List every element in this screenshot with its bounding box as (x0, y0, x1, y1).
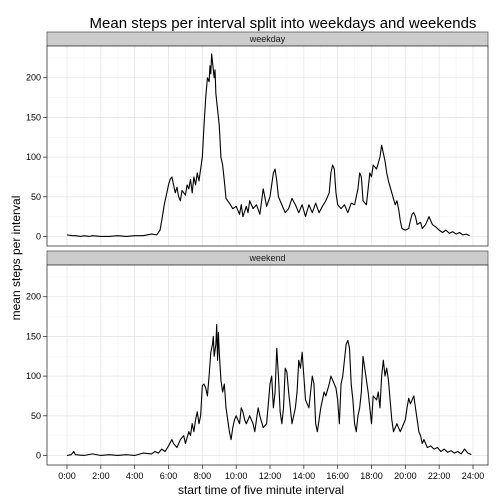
plot-area-weekday (47, 46, 488, 246)
x-tick-label: 24:00 (462, 471, 485, 481)
facet-label-weekday: weekday (249, 34, 286, 44)
x-tick-label: 2:00 (92, 471, 110, 481)
x-tick-label: 10:00 (225, 471, 248, 481)
x-tick-label: 12:00 (259, 471, 282, 481)
x-tick-label: 18:00 (360, 471, 383, 481)
grid-weekend (47, 265, 488, 465)
y-tick-label: 50 (31, 411, 41, 421)
y-tick-label: 100 (26, 371, 41, 381)
y-axis-weekend: 0 50 100 150 200 (26, 292, 47, 460)
x-tick-label: 16:00 (326, 471, 349, 481)
x-tick-label: 20:00 (394, 471, 417, 481)
panel-border-weekday (46, 45, 489, 247)
panel-weekday: weekday 0 50 100 150 200 (26, 31, 489, 247)
y-tick-label: 200 (26, 292, 41, 302)
y-tick-label: 150 (26, 112, 41, 122)
y-tick-label: 150 (26, 331, 41, 341)
y-tick-label: 0 (36, 450, 41, 460)
panel-weekend: weekend 0 50 100 150 200 (26, 250, 489, 466)
y-tick-label: 0 (36, 231, 41, 241)
x-tick-label: 8:00 (194, 471, 212, 481)
x-axis: 0:00 2:00 4:00 6:00 8:00 10:00 12:00 14:00 16:00… (58, 465, 484, 481)
grid-weekday (47, 46, 488, 246)
panels: weekday 0 50 100 150 200 weekend 0 50 100 150 200 (26, 31, 489, 466)
y-axis-title: mean steps per interval (9, 196, 23, 321)
chart-title: Mean steps per interval split into weekd… (90, 15, 477, 32)
x-axis-title: start time of five minute interval (178, 483, 344, 497)
x-tick-label: 4:00 (126, 471, 144, 481)
y-tick-label: 50 (31, 192, 41, 202)
facet-label-weekend: weekend (248, 253, 285, 263)
y-axis-weekday: 0 50 100 150 200 (26, 73, 47, 241)
x-tick-label: 22:00 (428, 471, 451, 481)
series-line-weekend (66, 323, 472, 457)
x-tick-label: 14:00 (293, 471, 316, 481)
series-line-weekday (66, 53, 470, 238)
y-tick-label: 200 (26, 73, 41, 83)
plot-area-weekend (47, 265, 488, 465)
x-tick-label: 0:00 (58, 471, 76, 481)
x-tick-label: 6:00 (160, 471, 178, 481)
panel-border-weekend (46, 264, 489, 466)
y-tick-label: 100 (26, 152, 41, 162)
